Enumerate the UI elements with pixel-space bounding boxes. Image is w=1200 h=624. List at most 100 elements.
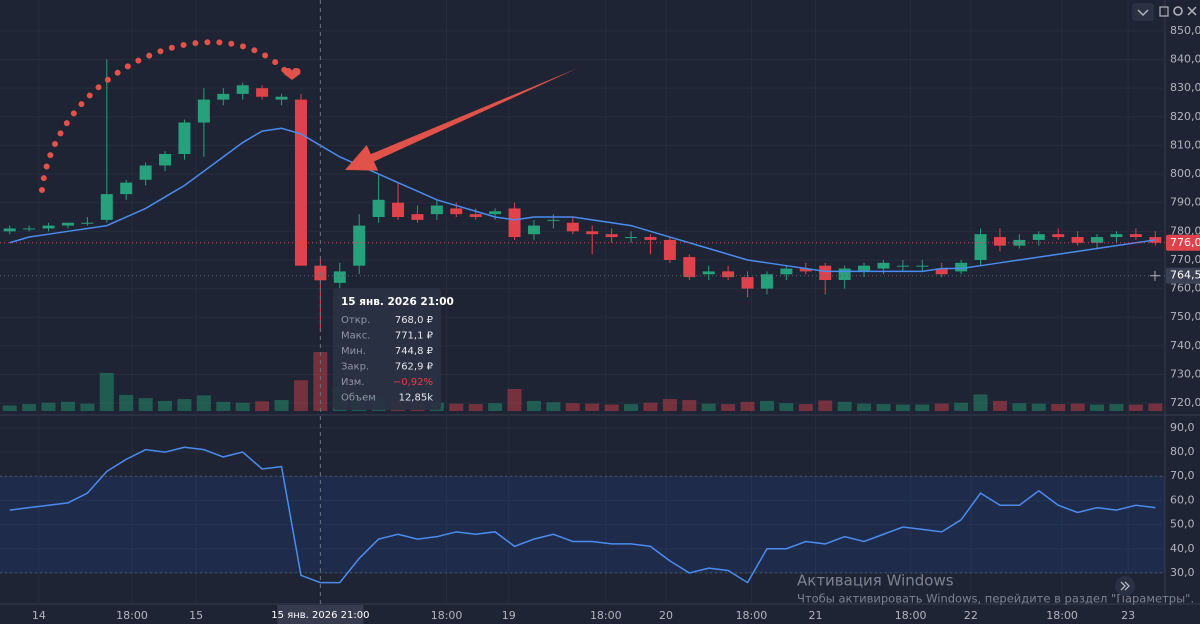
x-tick-label: 21 (809, 609, 823, 622)
tooltip-title: 15 янв. 2026 21:00 (341, 296, 454, 308)
candle-body (450, 208, 463, 215)
candle-body (547, 219, 560, 221)
y-tick-label: 780,0 (1170, 224, 1200, 237)
tooltip-label: Мин. (341, 346, 366, 357)
x-tick-label: 18:00 (590, 609, 622, 622)
collapse-button[interactable] (1132, 3, 1154, 21)
x-tick-label: 18:00 (736, 609, 768, 622)
volume-bar (818, 400, 833, 411)
candle-body (1110, 234, 1123, 238)
volume-bar (1128, 404, 1143, 411)
volume-bar (488, 403, 503, 411)
volume-bar (954, 402, 969, 411)
volume-bar (99, 372, 114, 411)
volume-bar (313, 352, 328, 411)
y-tick-label: 750,0 (1170, 310, 1200, 323)
volume-bar (1148, 403, 1163, 411)
y-tick-label: 30,0 (1170, 566, 1195, 579)
panes (0, 59, 1165, 584)
candle-body (372, 199, 385, 218)
x-tick-label: 20 (659, 609, 673, 622)
volume-bar (701, 403, 716, 411)
volume-bar (662, 399, 677, 411)
maximize-button[interactable] (1159, 6, 1169, 17)
candle-body (159, 154, 172, 166)
candle-body (81, 222, 94, 224)
volume-bar (507, 388, 522, 411)
volume-bar (934, 403, 949, 411)
y-tick-label: 50,0 (1170, 518, 1195, 531)
heart (283, 68, 301, 80)
candle-body (605, 234, 618, 238)
rsi-band (0, 476, 1165, 573)
volume-bar (1070, 403, 1085, 411)
volume-bar (60, 401, 75, 411)
rsi-line (9, 446, 1156, 584)
candle-body (411, 214, 424, 220)
volume-bar (973, 394, 988, 411)
candle-body (625, 237, 638, 239)
y-tick-label: 40,0 (1170, 542, 1195, 555)
candle-body (1071, 237, 1084, 243)
volume-bar (196, 395, 211, 411)
tooltip-label: Макс. (341, 331, 370, 342)
candle-body (566, 222, 579, 232)
volume-bar (992, 400, 1007, 411)
candle-body (508, 208, 521, 238)
settings-button[interactable] (1173, 6, 1183, 16)
candle-body (702, 271, 715, 275)
y-tick-label: 840,0 (1170, 53, 1200, 66)
price-label-bg (1166, 267, 1200, 284)
y-tick-label: 830,0 (1170, 81, 1200, 94)
volume-bar (1090, 404, 1105, 411)
candle-body (799, 268, 812, 272)
candle-body (236, 85, 249, 94)
y-tick-label: 760,0 (1170, 282, 1200, 295)
volume-bar (1012, 403, 1027, 411)
volume-bar (585, 403, 600, 411)
candle-body (760, 274, 773, 289)
crosshair-label: 15 янв. 2026 21:00 (271, 610, 369, 621)
x-tick-label: 18:00 (431, 609, 463, 622)
candle-body (3, 228, 16, 232)
volume-bar (80, 403, 95, 411)
tooltip-label: Изм. (341, 377, 365, 388)
close-button[interactable] (1187, 6, 1197, 16)
volume-bar (158, 400, 173, 411)
watermark-title: Активация Windows (797, 572, 954, 590)
scroll-icon (1120, 581, 1130, 591)
volume-bar (1031, 403, 1046, 411)
volume-bar (22, 404, 37, 411)
candle-body (877, 262, 890, 269)
candle-body (683, 257, 696, 278)
candle-body (974, 234, 987, 260)
volume-bar (798, 404, 813, 411)
watermark-text: Чтобы активировать Windows, перейдите в … (797, 592, 1194, 606)
volume-bar (837, 401, 852, 411)
volume-bar (255, 401, 270, 411)
volume-bar (449, 403, 464, 411)
candle-body (1052, 234, 1065, 238)
candle-body (858, 265, 871, 272)
candle-body (955, 262, 968, 272)
y-tick-label: 730,0 (1170, 367, 1200, 380)
volume-bar (759, 400, 774, 411)
tooltip-value: 762,9 ₽ (395, 362, 434, 373)
price-label: 764,5 (1170, 269, 1200, 282)
tooltip-value: 744,8 ₽ (395, 346, 434, 357)
volume-bar (604, 404, 619, 411)
volume-bar (643, 402, 658, 411)
tooltip (333, 288, 441, 410)
price-label-bg (1166, 234, 1200, 251)
candle-body (1091, 237, 1104, 243)
candle-body (100, 194, 113, 220)
volume-bar (682, 399, 697, 411)
tooltip-value: 768,0 ₽ (395, 315, 434, 326)
x-tick-label: 19 (502, 609, 516, 622)
candle-body (663, 239, 676, 260)
volume-bar (468, 404, 483, 411)
volume-bar (895, 404, 910, 411)
x-tick-label: 18:00 (116, 609, 148, 622)
volume-bar (177, 399, 192, 411)
